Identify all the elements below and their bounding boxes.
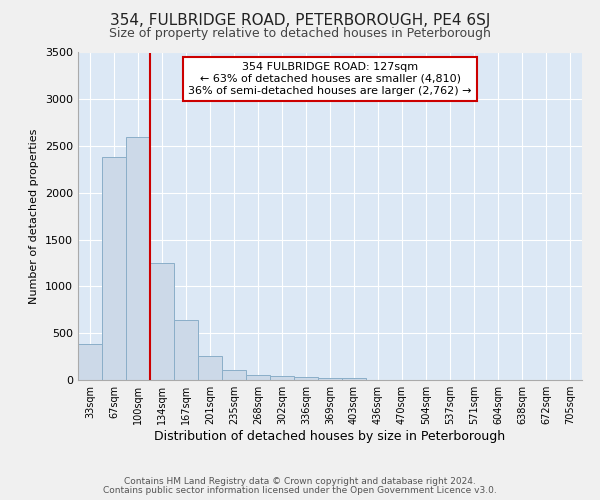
Bar (150, 263, 174, 380)
Bar (126, 136, 150, 380)
Text: Contains public sector information licensed under the Open Government Licence v3: Contains public sector information licen… (103, 486, 497, 495)
Bar (342, 378, 366, 380)
Bar (294, 377, 318, 380)
Text: Size of property relative to detached houses in Peterborough: Size of property relative to detached ho… (109, 28, 491, 40)
Bar (174, 320, 198, 380)
X-axis label: Distribution of detached houses by size in Peterborough: Distribution of detached houses by size … (154, 430, 506, 443)
Bar (270, 376, 294, 380)
Bar (222, 370, 246, 380)
Bar (318, 378, 342, 380)
Bar (78, 344, 102, 380)
Bar (198, 356, 222, 380)
Bar (102, 158, 126, 380)
Bar (246, 375, 270, 380)
Text: Contains HM Land Registry data © Crown copyright and database right 2024.: Contains HM Land Registry data © Crown c… (124, 477, 476, 486)
Y-axis label: Number of detached properties: Number of detached properties (29, 128, 40, 304)
Text: 354 FULBRIDGE ROAD: 127sqm
← 63% of detached houses are smaller (4,810)
36% of s: 354 FULBRIDGE ROAD: 127sqm ← 63% of deta… (188, 62, 472, 96)
Text: 354, FULBRIDGE ROAD, PETERBOROUGH, PE4 6SJ: 354, FULBRIDGE ROAD, PETERBOROUGH, PE4 6… (110, 12, 490, 28)
